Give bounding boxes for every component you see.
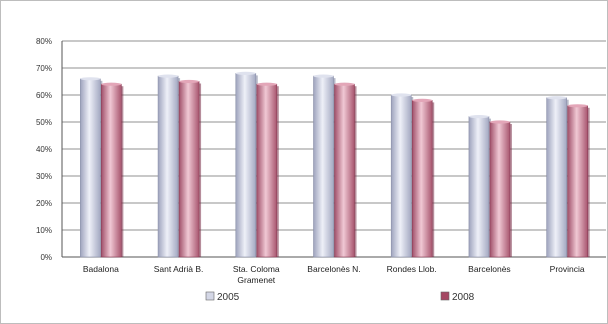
bar-side-shadow — [508, 124, 512, 257]
labels: 0% 10% 20% 30% 40% 50% 60% 70% 80% Badalona Sant A… — [36, 37, 585, 285]
bar-2005 — [468, 116, 490, 258]
bar-cap — [256, 82, 277, 86]
x-tick-label: Sant Adrià B. — [154, 264, 204, 274]
bar-cap — [567, 104, 588, 108]
bar-2008 — [256, 83, 278, 258]
bar-cap — [158, 74, 179, 78]
bar-2005 — [313, 75, 334, 258]
bar-side-shadow — [275, 86, 279, 257]
y-tick-label: 70% — [36, 64, 52, 73]
bar-cap — [489, 120, 510, 124]
bar-side-shadow — [332, 78, 336, 257]
bar-2008 — [489, 121, 511, 258]
bar-side-shadow — [120, 86, 124, 257]
bar-2008 — [101, 83, 122, 258]
y-tick-label: 40% — [36, 145, 52, 154]
bar-cap — [313, 74, 334, 78]
bar-2008 — [411, 100, 433, 258]
bar-cap — [546, 96, 567, 100]
bar-cap — [101, 82, 122, 86]
bar-cap — [80, 77, 101, 81]
bar-cap — [412, 98, 433, 102]
bar-side-shadow — [431, 102, 435, 258]
bar-cap — [391, 93, 412, 97]
bar-cap — [235, 71, 256, 75]
bar-2005 — [235, 73, 257, 258]
bar-side-shadow — [177, 78, 181, 257]
legend-swatch-2005 — [205, 291, 215, 301]
y-tick-label: 20% — [36, 199, 52, 208]
y-tick-label: 0% — [40, 253, 52, 262]
legend-label-2008: 2008 — [452, 292, 475, 303]
y-tick-label: 80% — [36, 37, 52, 46]
x-tick-label: Sta. Coloma Gramenet — [233, 264, 280, 285]
x-tick-label: Barcelonès N. — [307, 264, 360, 274]
x-tick-label: Badalona — [83, 264, 119, 274]
bar-cap — [179, 79, 200, 84]
bar-side-shadow — [565, 99, 569, 257]
bar-side-shadow — [254, 75, 258, 258]
bar-side-shadow — [99, 80, 103, 257]
x-tick-label: Barcelonès — [468, 264, 511, 274]
bar-side-shadow — [410, 97, 414, 257]
bar-side-shadow — [487, 118, 491, 257]
bar-side-shadow — [198, 83, 202, 257]
bar-side-shadow — [353, 86, 357, 257]
x-tick-label: Provincia — [550, 264, 585, 274]
legend: 2005 2008 — [205, 291, 475, 303]
bar-side-shadow — [586, 107, 590, 257]
bar-2005 — [390, 94, 412, 258]
bar-cap — [468, 115, 489, 119]
y-tick-label: 50% — [36, 118, 52, 127]
bar-2005 — [546, 97, 567, 258]
legend-swatch-2008 — [440, 291, 450, 301]
x-tick-label: Rondes Llob. — [387, 264, 437, 274]
y-tick-label: 10% — [36, 226, 52, 235]
bar-2008 — [334, 83, 355, 258]
y-tick-label: 60% — [36, 91, 52, 100]
legend-label-2005: 2005 — [217, 292, 240, 303]
bar-2008 — [178, 81, 200, 258]
bar-2005 — [80, 78, 101, 258]
bar-cap — [334, 82, 355, 86]
y-tick-label: 30% — [36, 172, 52, 181]
bars — [80, 71, 590, 258]
bar-2005 — [157, 75, 179, 258]
bar-2008 — [567, 105, 588, 258]
